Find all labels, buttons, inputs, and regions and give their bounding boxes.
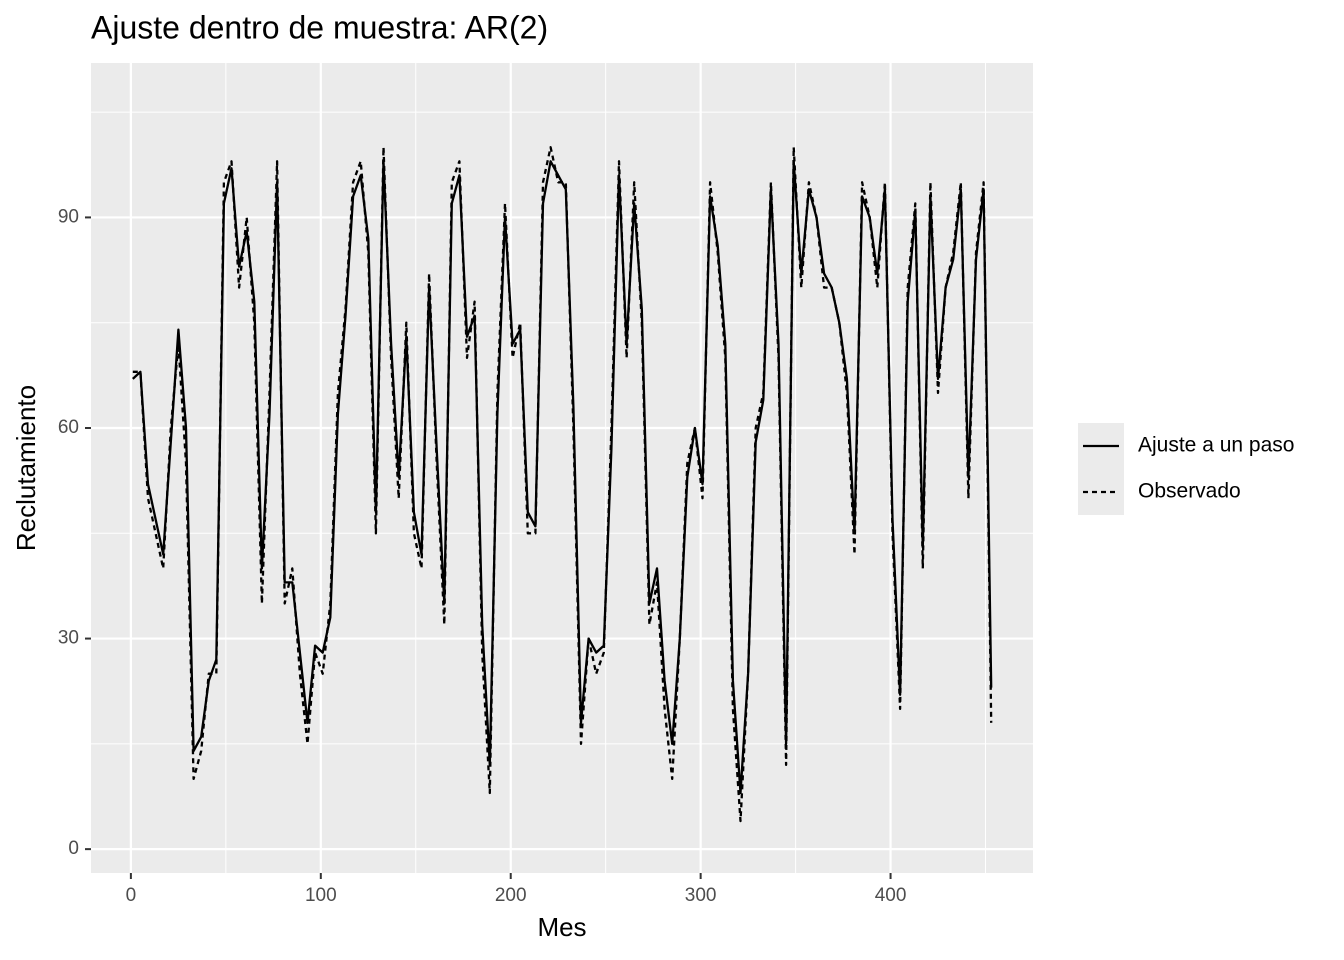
legend-background	[1078, 423, 1124, 515]
y-tick-label: 30	[58, 628, 79, 649]
series-line	[132, 146, 993, 823]
y-tick-label: 0	[68, 838, 79, 859]
x-tick-label: 300	[685, 885, 717, 906]
y-tick-label: 60	[58, 417, 79, 438]
x-tick-label: 400	[875, 885, 907, 906]
x-axis-label: Mes	[537, 912, 586, 942]
y-tick-label: 90	[58, 206, 79, 227]
x-tick-label: 200	[495, 885, 527, 906]
x-tick-label: 0	[126, 885, 137, 906]
plot-panel	[91, 63, 1033, 873]
y-axis-label: Reclutamiento	[11, 385, 41, 551]
legend-label: Ajuste a un paso	[1138, 434, 1294, 457]
legend-label: Observado	[1138, 480, 1241, 503]
chart-title: Ajuste dentro de muestra: AR(2)	[91, 9, 548, 45]
x-tick-label: 100	[305, 885, 337, 906]
